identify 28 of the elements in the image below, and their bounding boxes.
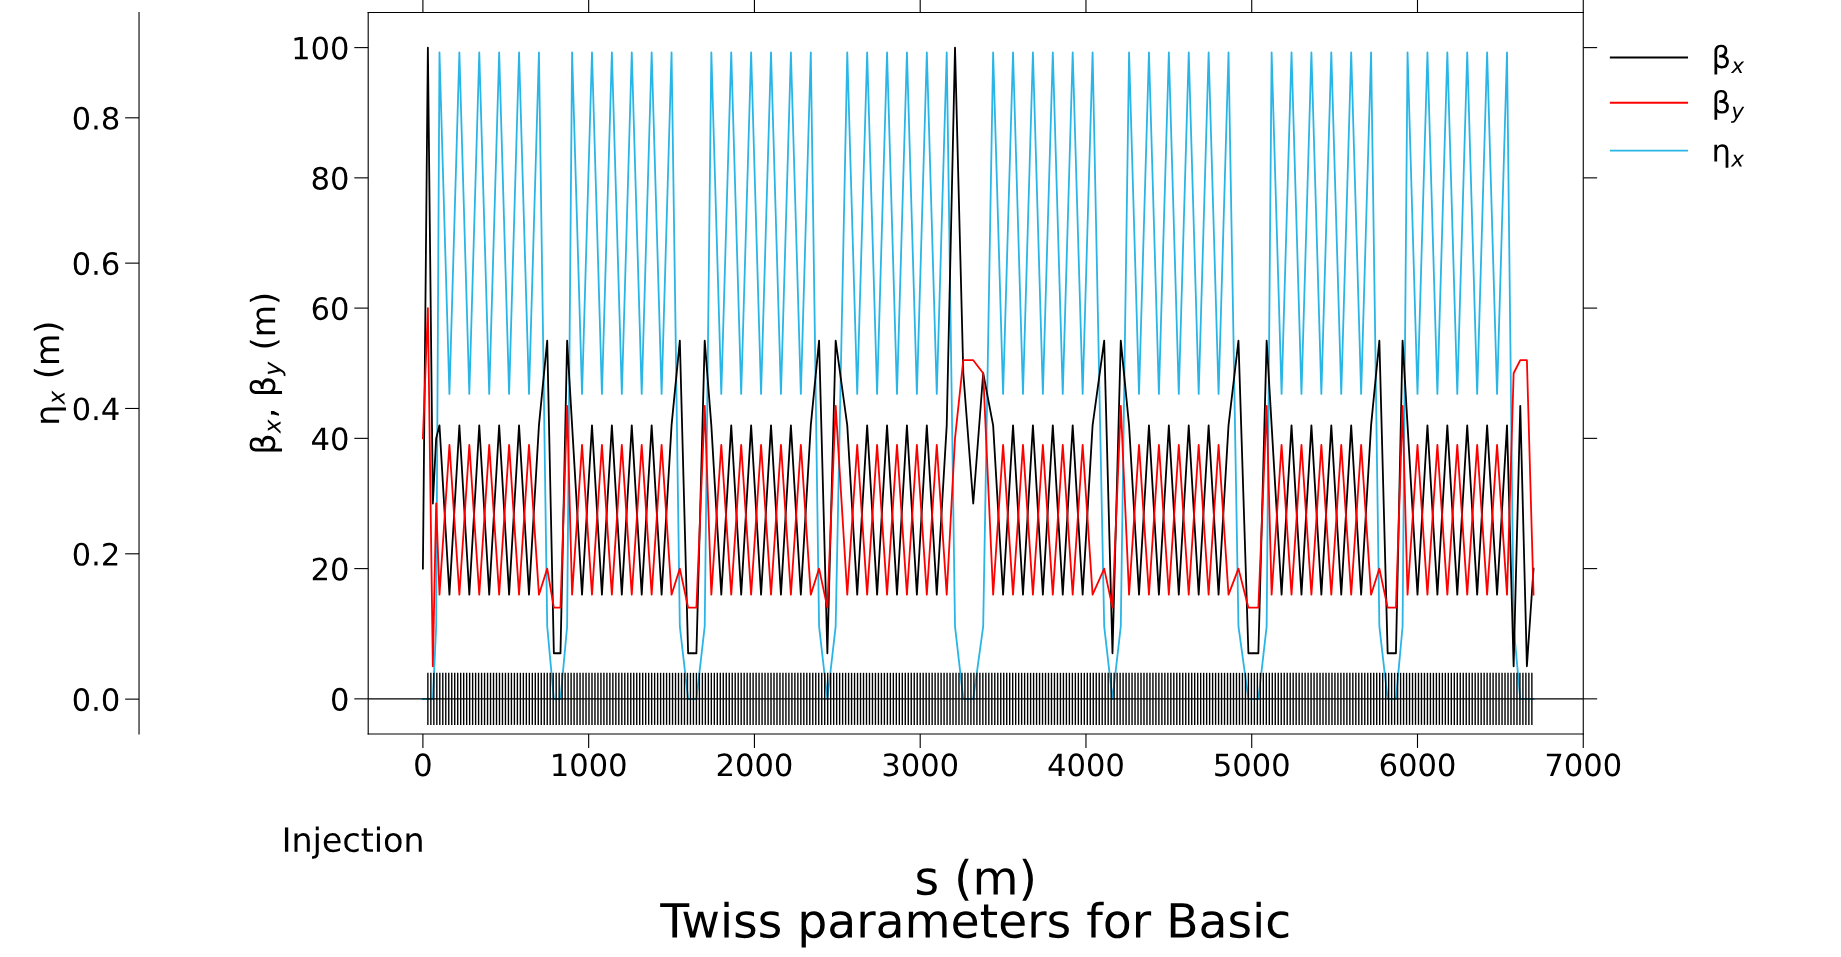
y2-axis-title: η$_{x}$ (m) [33, 323, 67, 423]
legend-label: β$_{y}$ [1714, 89, 1745, 123]
x-tick-label: 7000 [1546, 753, 1621, 777]
y2-tick-label: 0.8 [73, 106, 119, 130]
y2-tick-label: 0.4 [73, 397, 119, 421]
x-tick-label: 3000 [883, 753, 958, 777]
x-tick-label: 6000 [1380, 753, 1455, 777]
x-axis-title: s (m) [917, 858, 1033, 901]
y-tick-label: 20 [312, 557, 348, 581]
y-tick-label: 100 [294, 36, 348, 60]
y-tick-label: 60 [312, 297, 348, 321]
y2-tick-label: 0.0 [73, 688, 119, 712]
line-series [421, 307, 1535, 668]
y-tick-label: 80 [312, 166, 348, 190]
x-tick-label: 2000 [717, 753, 792, 777]
y-tick-label: 0 [332, 687, 348, 711]
y2-tick-label: 0.2 [73, 542, 118, 566]
text: Twiss parameters for Basic [660, 901, 1289, 948]
legend-label: β$_{x}$ [1714, 44, 1745, 75]
x-tick-label: 0 [415, 753, 431, 777]
x-tick-label: 4000 [1048, 753, 1123, 777]
y2-tick-label: 0.6 [73, 252, 119, 276]
legend-label: η$_{x}$ [1714, 144, 1745, 168]
y-tick-label: 40 [312, 427, 348, 451]
x-tick-label: 1000 [553, 753, 626, 777]
x-tick-label: 5000 [1215, 753, 1289, 777]
text: Injection [284, 826, 422, 859]
y-axis-title: β$_{x}$, β$_{y}$ (m) [249, 294, 286, 452]
